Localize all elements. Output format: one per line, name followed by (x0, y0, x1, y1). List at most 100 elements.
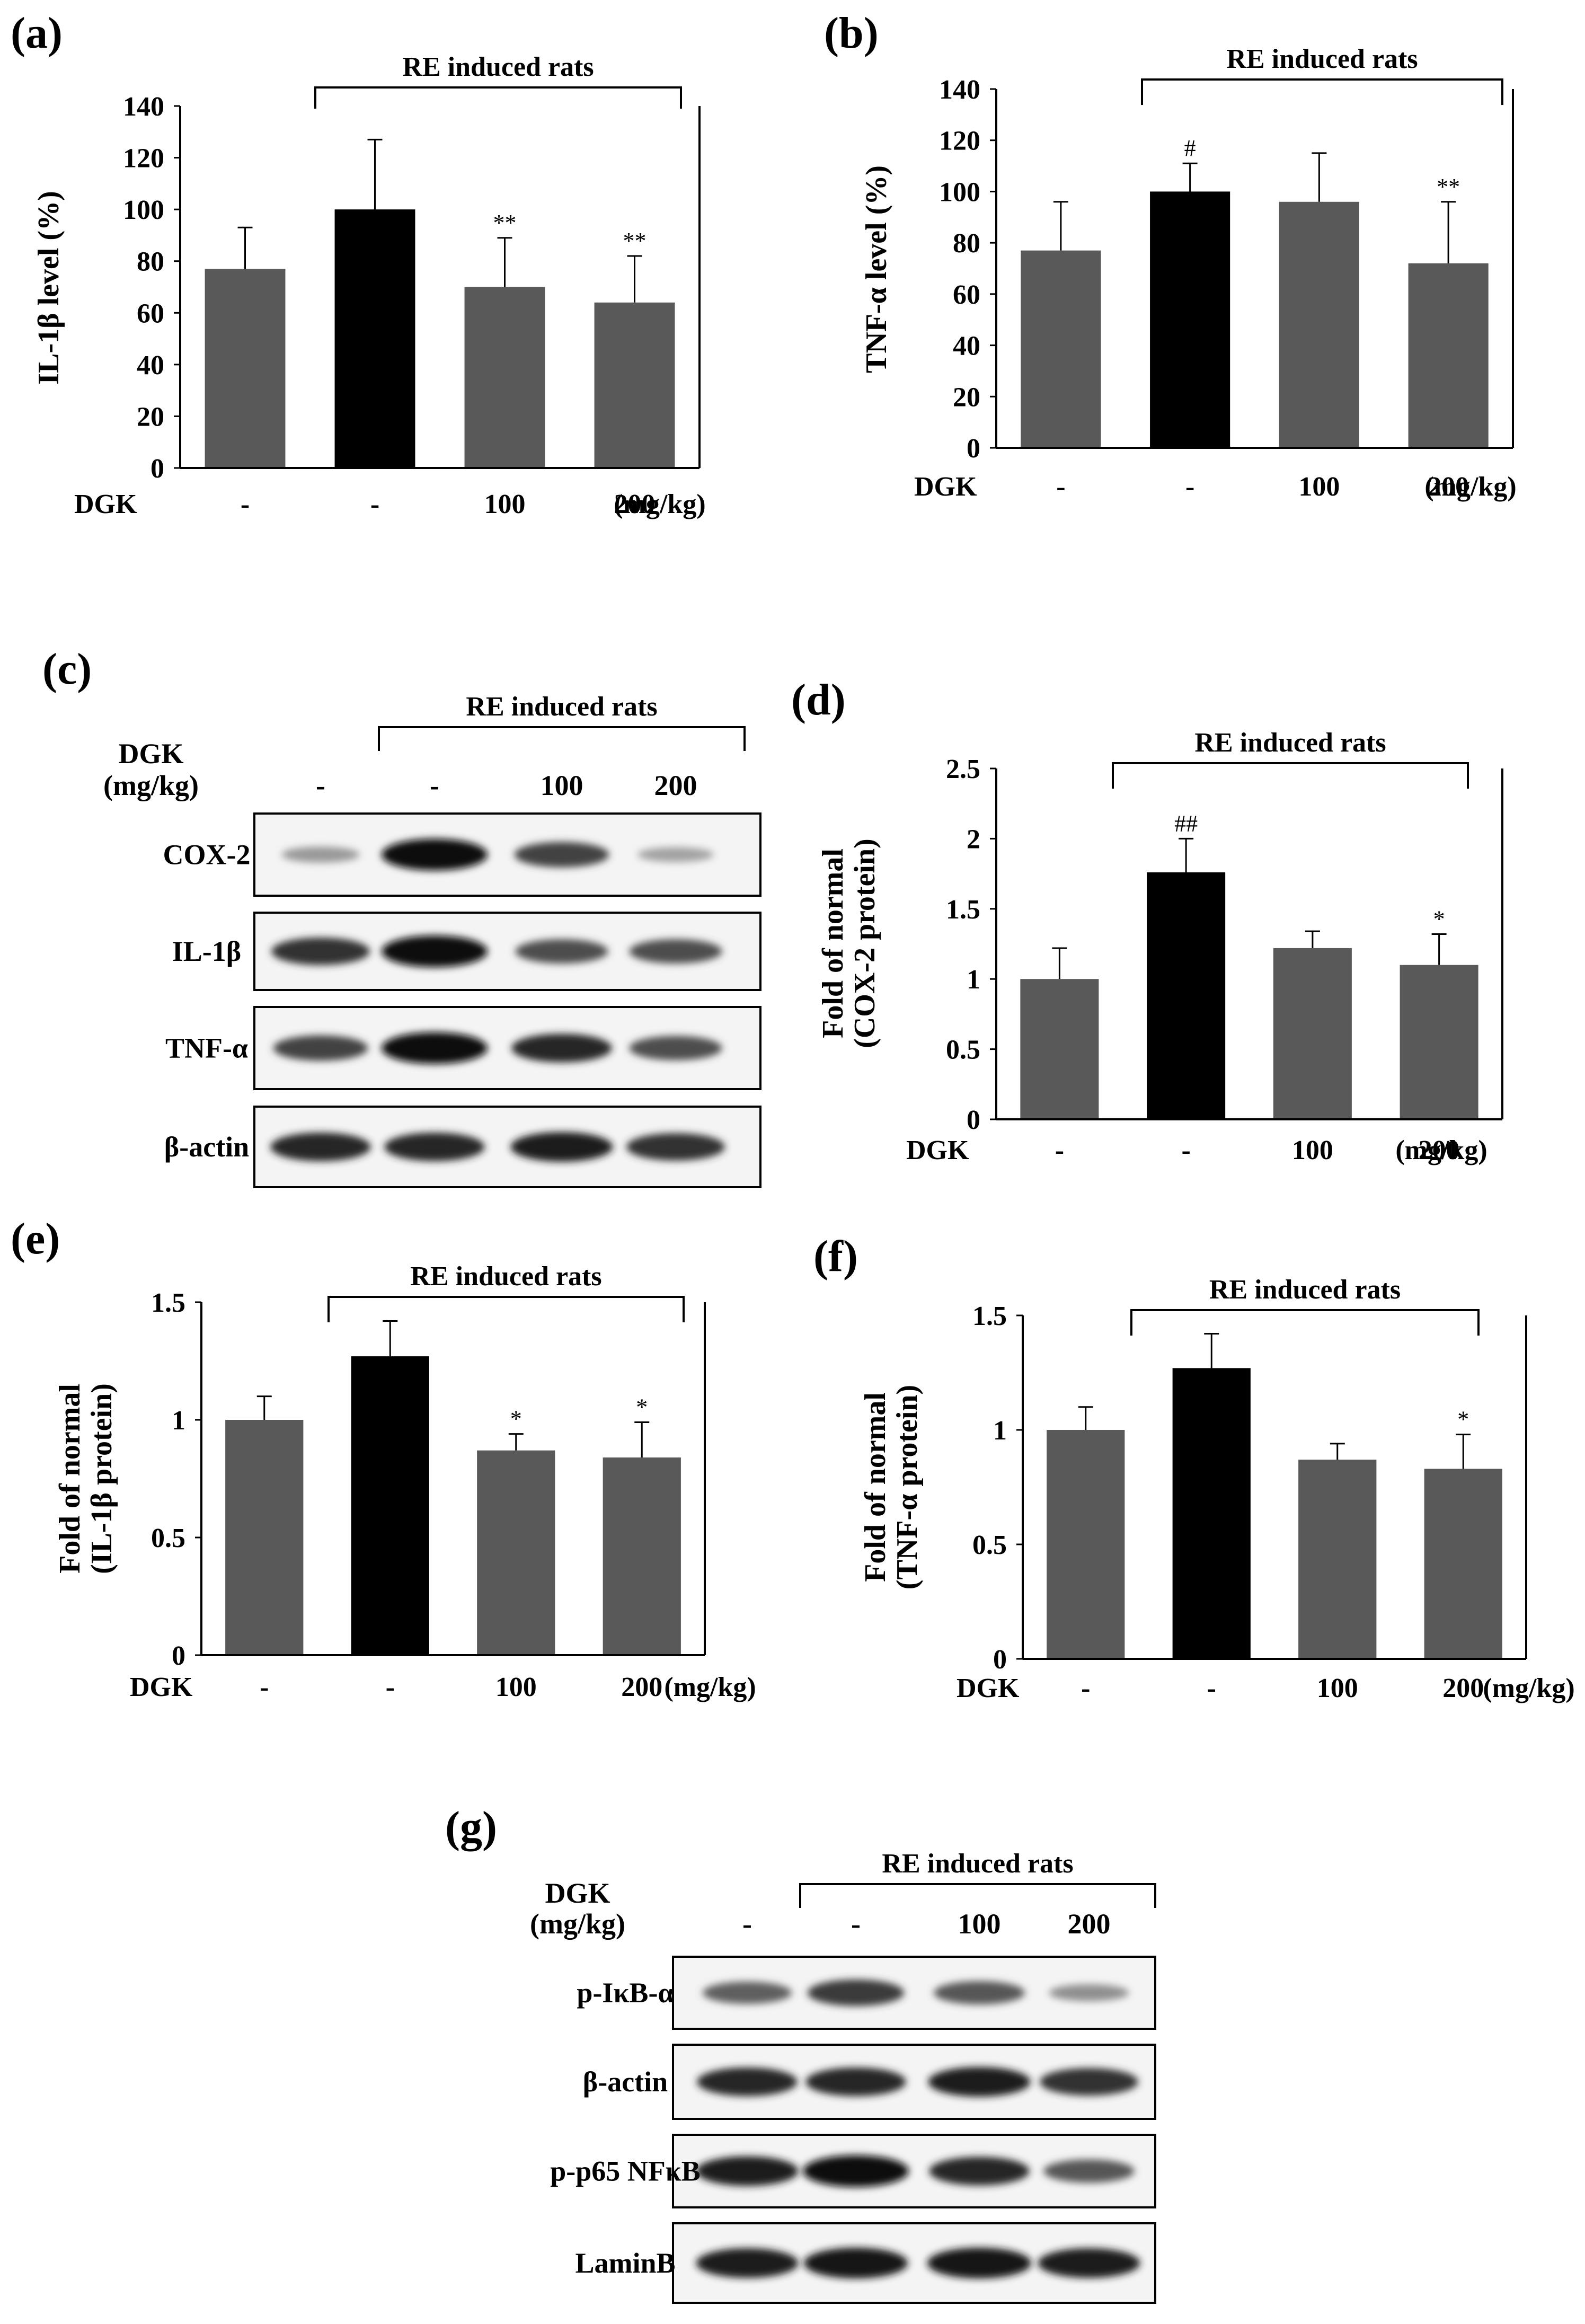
x-tick-label: 200 (1442, 1673, 1484, 1703)
panel-label: (d) (791, 675, 846, 724)
blot-row-label: β-actin (583, 2066, 668, 2098)
blot-band (514, 842, 609, 868)
panel-label: (g) (445, 1802, 497, 1852)
y-tick-label: 100 (123, 195, 164, 225)
blot-band (637, 847, 714, 862)
unit-label: (mg/kg) (614, 489, 705, 519)
blot-band (382, 1032, 488, 1064)
blot-row-label: IL-1β (172, 935, 241, 967)
lane-label: 100 (541, 770, 583, 801)
bracket-label: RE induced rats (882, 1849, 1073, 1879)
x-tick-label: - (1055, 1135, 1064, 1165)
y-tick-label: 0 (967, 1105, 980, 1135)
blot-band (697, 2067, 798, 2096)
bar (1147, 872, 1226, 1119)
y-axis-label-line: Fold of normal (859, 1392, 892, 1582)
dgk-label: DGK (545, 1877, 610, 1909)
x-tick-label: 100 (1317, 1673, 1358, 1703)
y-tick-label: 100 (939, 177, 980, 207)
blot-row: p-IκB-α (577, 1956, 1156, 2030)
y-tick-label: 2 (967, 824, 980, 854)
bracket-line (378, 726, 746, 751)
blot-row-label: p-p65 NFκB (550, 2155, 701, 2187)
blot-row: p-p65 NFκB (550, 2134, 1156, 2208)
blot-band (803, 2155, 909, 2187)
y-tick-label: 0 (150, 454, 164, 484)
y-tick-label: 60 (953, 280, 980, 310)
y-tick-label: 0.5 (972, 1530, 1007, 1560)
blot-band (629, 1036, 722, 1061)
bracket-line (799, 1883, 1156, 1908)
y-tick-label: 0 (967, 434, 980, 464)
y-axis-label: TNF-α level (%) (860, 165, 893, 373)
bracket-label: RE induced rats (466, 692, 657, 722)
group-label: DGK (130, 1672, 193, 1702)
x-tick-label: - (370, 489, 379, 519)
blot-row-label: COX-2 (163, 839, 251, 871)
y-tick-label: 120 (123, 144, 164, 174)
blot-band (384, 1133, 485, 1161)
y-tick-label: 60 (137, 298, 164, 329)
bar (477, 1450, 555, 1655)
blot-row: COX-2 (163, 812, 761, 897)
x-tick-label: 100 (1298, 472, 1340, 502)
x-tick-label: 100 (495, 1672, 537, 1702)
blot-row: IL-1β (172, 912, 761, 991)
blot-band (273, 1035, 368, 1061)
significance-mark: ** (623, 228, 647, 254)
blot-band (281, 846, 360, 863)
x-tick-label: 200 (614, 489, 656, 519)
y-tick-label: 40 (953, 331, 980, 361)
unit-label: (mg/kg) (103, 770, 199, 801)
y-tick-label: 140 (123, 92, 164, 122)
x-tick-label: 100 (1292, 1135, 1333, 1165)
unit-label: (mg/kg) (530, 1908, 625, 1940)
x-tick-label: - (241, 489, 250, 519)
blot-band (270, 1133, 371, 1161)
y-tick-label: 0.5 (946, 1035, 980, 1065)
bar (594, 302, 675, 468)
panel-label: (a) (11, 8, 63, 58)
panel-label: (e) (11, 1214, 60, 1263)
blot-band (511, 1033, 612, 1063)
lane-label: - (851, 1908, 861, 1940)
bar (603, 1457, 681, 1655)
bar (1021, 250, 1101, 448)
blot-panel-1: (c) RE induced rats DGK(mg/kg) - - 100 200 COX-… (42, 644, 761, 1188)
bar (1172, 1368, 1251, 1659)
panel-label: (f) (813, 1232, 858, 1281)
bar (1273, 948, 1352, 1119)
bar (464, 287, 545, 468)
x-tick-label: - (386, 1672, 395, 1702)
y-axis-label-line: TNF-α level (%) (860, 165, 893, 373)
y-tick-label: 1 (993, 1416, 1007, 1446)
blot-row-label: β-actin (164, 1131, 249, 1163)
y-tick-label: 1.5 (972, 1301, 1007, 1331)
y-axis-label: IL-1β level (%) (32, 191, 65, 384)
blot-band (626, 1133, 725, 1161)
y-axis-label-line: (TNF-α protein) (891, 1385, 924, 1589)
chart-panel-3: (d) RE induced rats - ## - 100 * 200 0 0.5 1 1.5 2 2.… (791, 675, 1503, 1165)
bar (1298, 1460, 1377, 1659)
y-tick-label: 20 (137, 402, 164, 432)
y-tick-label: 20 (953, 382, 980, 412)
x-tick-label: 200 (621, 1672, 662, 1702)
blot-band (696, 2248, 799, 2278)
bar (1047, 1430, 1125, 1659)
lane-label: - (430, 770, 439, 801)
blot-band (928, 2067, 1031, 2097)
group-label: DGK (914, 472, 977, 502)
blot-band (1049, 1984, 1129, 2001)
y-tick-label: 80 (953, 228, 980, 259)
bar (1279, 201, 1359, 448)
x-tick-label: - (1185, 472, 1194, 502)
bar (225, 1420, 304, 1655)
blot-band (510, 1132, 613, 1162)
bracket-label: RE induced rats (1194, 728, 1386, 758)
blot-band (803, 2248, 908, 2278)
unit-label: (mg/kg) (1395, 1135, 1487, 1165)
x-tick-label: - (1056, 472, 1065, 502)
blot-panel-2: (g) RE induced rats DGK(mg/kg) - - 100 200 p-Iκ… (445, 1802, 1156, 2304)
lane-label: 200 (654, 770, 697, 801)
